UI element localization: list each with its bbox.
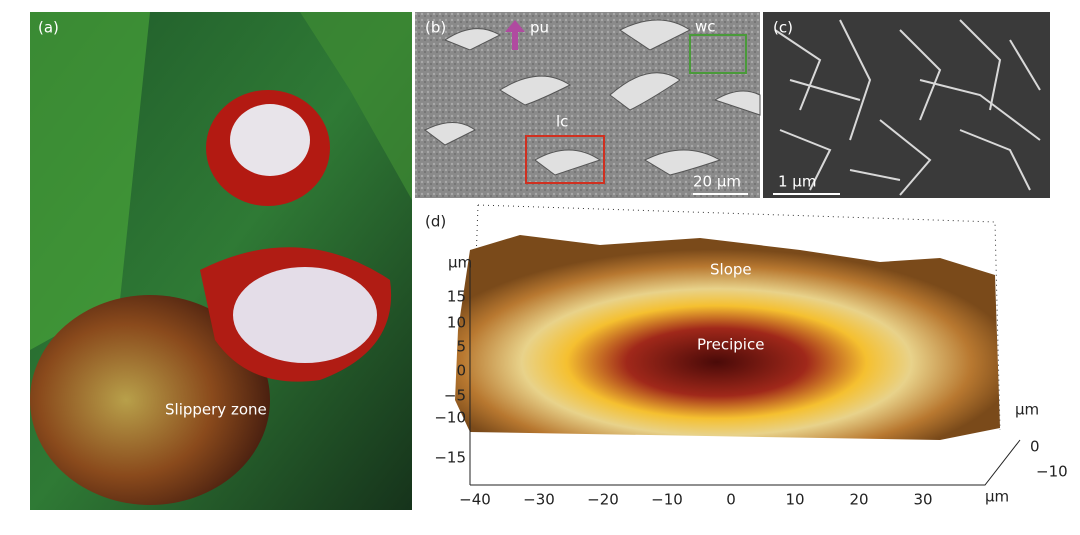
panel-label: (b) xyxy=(425,19,446,37)
annotation: Slippery zone xyxy=(165,401,267,419)
x-tick-label: 20 xyxy=(849,491,868,509)
pitcher xyxy=(30,295,270,505)
panel-label: (c) xyxy=(773,19,793,37)
panel-label: (d) xyxy=(425,213,446,231)
x-tick-label: −10 xyxy=(651,491,683,509)
x-tick-label: 10 xyxy=(785,491,804,509)
axes xyxy=(469,260,1021,486)
panel-a: (a) Slippery zone xyxy=(30,12,412,510)
arrow xyxy=(505,20,525,50)
panel-d: (d) Slope Precipice µm 15 10 5 0 −5 −10 −15 −40… xyxy=(425,204,1068,509)
x-tick-label: 30 xyxy=(913,491,932,509)
box-label: wc xyxy=(695,18,716,36)
z-axis-unit: µm xyxy=(448,254,472,272)
z-tick-label: −5 xyxy=(444,387,466,405)
z-tick-label: 10 xyxy=(447,314,466,332)
y-axis-unit: µm xyxy=(1015,401,1039,419)
panel-c: (c) 1 µm xyxy=(763,12,1050,198)
x-tick-label: −20 xyxy=(587,491,619,509)
z-tick-label: 5 xyxy=(456,338,466,356)
pitcher-mouth xyxy=(233,267,377,363)
leaf xyxy=(30,12,150,350)
z-tick-label: −10 xyxy=(434,409,466,427)
panel-label: (a) xyxy=(38,19,59,37)
x-tick-label: −30 xyxy=(523,491,555,509)
y-tick-label: −10 xyxy=(1036,463,1068,481)
scale-bar-label: 1 µm xyxy=(778,173,816,191)
box-lc xyxy=(525,135,605,184)
box-wc xyxy=(689,34,747,74)
surface xyxy=(455,235,1000,440)
leaf xyxy=(300,12,412,200)
z-tick-label: 15 xyxy=(447,288,466,306)
sem-image xyxy=(763,12,1050,198)
z-tick-label: 0 xyxy=(456,362,466,380)
annotation: Slope xyxy=(710,261,752,279)
wax-crystals xyxy=(774,19,1041,196)
z-tick-label: −15 xyxy=(434,449,466,467)
box-frame xyxy=(469,204,1001,431)
x-tick-label: 0 xyxy=(726,491,736,509)
x-axis-unit: µm xyxy=(985,488,1009,506)
box-label: lc xyxy=(556,113,568,131)
pitcher-mouth xyxy=(230,104,310,176)
y-tick-label: 0 xyxy=(1030,438,1040,456)
x-tick-label: −40 xyxy=(459,491,491,509)
lunate-cells xyxy=(424,19,761,176)
scale-bar-label: 20 µm xyxy=(693,173,741,191)
panel-b: (b) pu wc lc 20 µm xyxy=(415,12,761,198)
annotation: Precipice xyxy=(697,336,764,354)
arrow-label: pu xyxy=(530,19,549,37)
